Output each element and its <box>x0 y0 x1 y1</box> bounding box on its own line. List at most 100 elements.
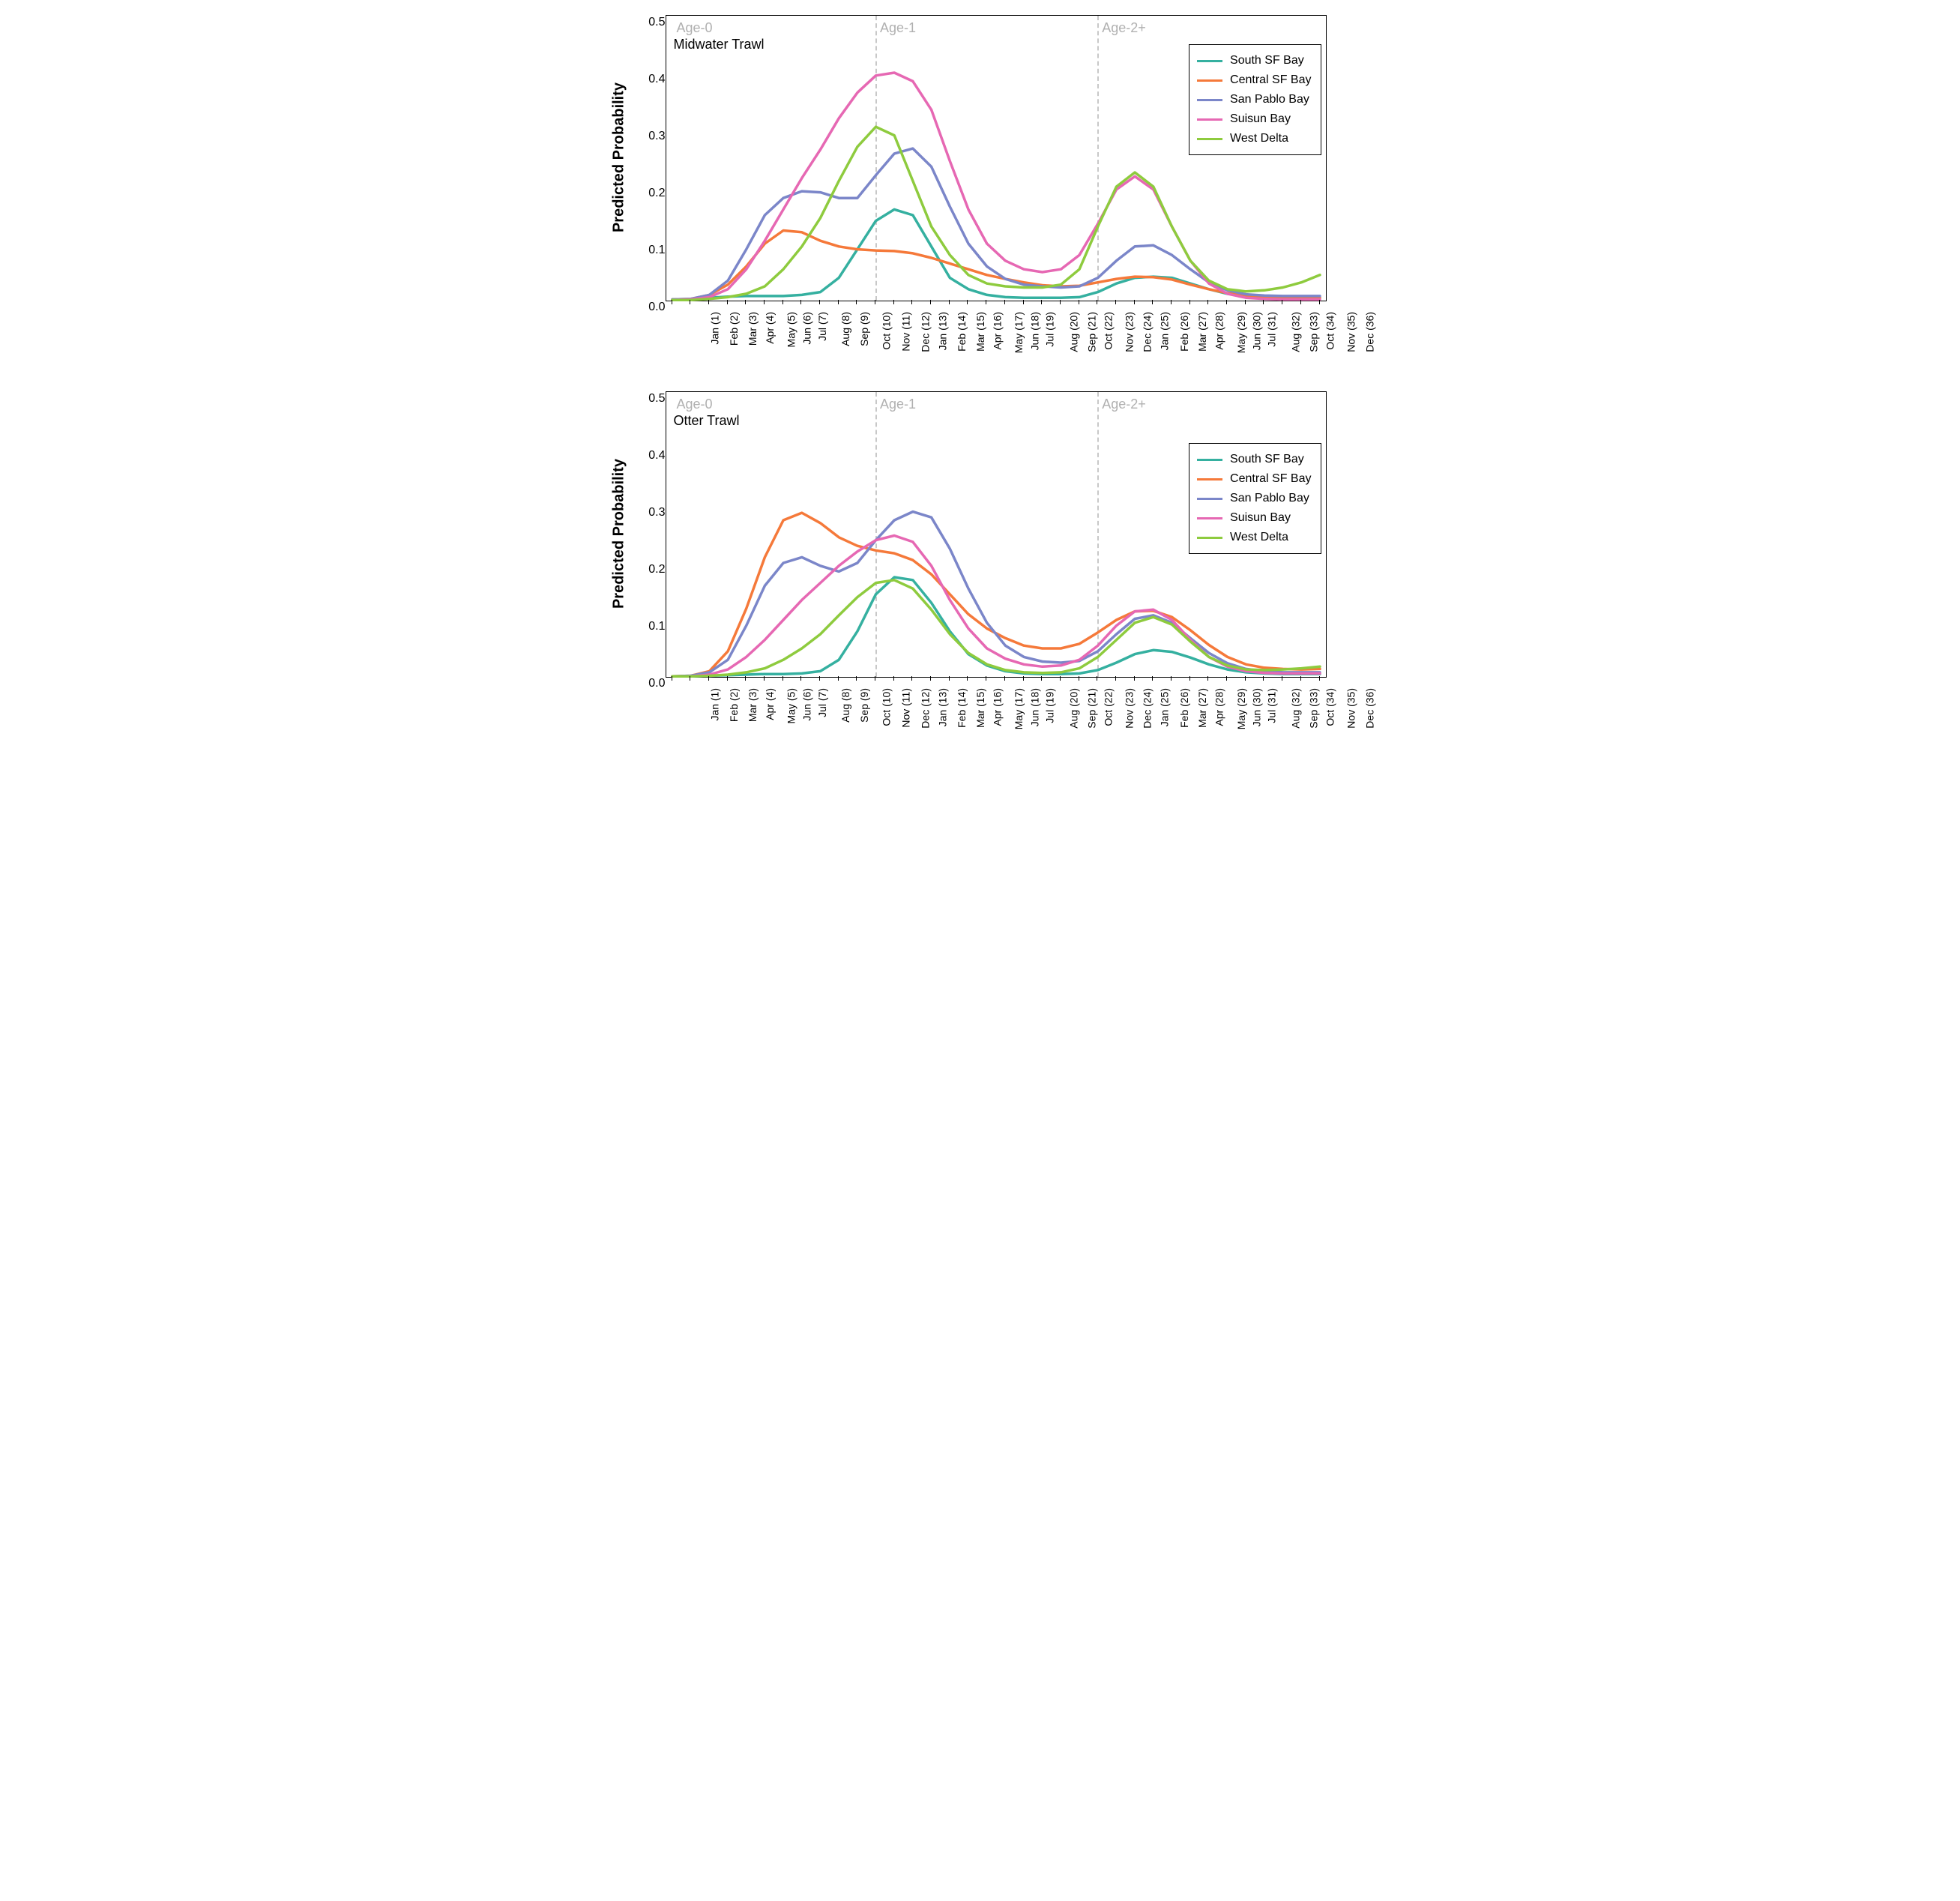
x-tick-label: Apr (16) <box>991 312 1003 350</box>
legend-label: West Delta <box>1230 531 1288 544</box>
x-tick-label: Nov (11) <box>900 688 912 728</box>
x-tick-label: Aug (32) <box>1289 312 1301 352</box>
x-tick-label: Feb (26) <box>1178 312 1190 352</box>
x-tick-label: Aug (20) <box>1067 312 1079 352</box>
x-tick-label: Jun (18) <box>1029 688 1041 726</box>
legend-swatch <box>1197 60 1222 62</box>
y-tick-label: 0.0 <box>636 301 666 314</box>
legend-swatch <box>1197 459 1222 461</box>
x-tick-label: Oct (22) <box>1102 312 1114 350</box>
legend-label: San Pablo Bay <box>1230 93 1309 106</box>
x-tick-label: Jun (18) <box>1029 312 1041 350</box>
x-tick-label: Sep (9) <box>858 688 870 723</box>
x-tick-label: Apr (4) <box>763 688 775 720</box>
x-tick-label: Jun (30) <box>1251 312 1263 350</box>
y-tick-label: 0.3 <box>636 506 666 519</box>
legend-swatch <box>1197 79 1222 82</box>
legend-item: South SF Bay <box>1197 51 1311 70</box>
x-tick-label: Mar (27) <box>1196 688 1208 728</box>
y-ticks: 0.00.10.20.30.40.5 <box>636 391 666 678</box>
legend-label: Suisun Bay <box>1230 112 1291 126</box>
x-tick-label: May (17) <box>1013 312 1025 353</box>
x-tick-label: Feb (2) <box>728 312 740 346</box>
legend-swatch <box>1197 138 1222 140</box>
x-tick-label: Sep (33) <box>1308 688 1320 729</box>
x-tick-label: Dec (12) <box>920 688 932 729</box>
x-tick-label: Oct (10) <box>880 312 892 350</box>
x-tick-label: Oct (34) <box>1324 312 1336 350</box>
x-tick-label: Jul (19) <box>1044 312 1056 347</box>
x-tick-label: Jul (19) <box>1044 688 1056 723</box>
x-tick-label: Mar (15) <box>974 312 986 352</box>
legend-item: San Pablo Bay <box>1197 489 1311 508</box>
x-tick-label: Jan (13) <box>936 312 948 350</box>
x-tick-label: Mar (27) <box>1196 312 1208 352</box>
plot-area: Age-0Age-1Age-2+Otter TrawlSouth SF BayC… <box>666 391 1327 678</box>
x-tick-label: Dec (36) <box>1363 312 1375 352</box>
x-tick-label: Dec (12) <box>920 312 932 352</box>
x-tick-label: Jan (1) <box>708 312 720 345</box>
legend-label: Central SF Bay <box>1230 73 1311 87</box>
x-tick-label: Feb (14) <box>956 312 968 352</box>
x-tick-label: Apr (16) <box>991 688 1003 726</box>
x-tick-label: Aug (20) <box>1067 688 1079 729</box>
x-tick-label: Feb (2) <box>728 688 740 722</box>
x-tick-label: Jul (7) <box>816 312 828 341</box>
x-tick-label: Mar (15) <box>974 688 986 728</box>
x-tick-label: May (29) <box>1235 312 1247 353</box>
legend-item: Central SF Bay <box>1197 70 1311 90</box>
x-tick-label: Aug (8) <box>839 688 851 723</box>
x-tick-label: Feb (26) <box>1178 688 1190 728</box>
x-tick-label: Dec (36) <box>1363 688 1375 729</box>
x-tick-label: Oct (10) <box>880 688 892 726</box>
legend-label: South SF Bay <box>1230 453 1304 466</box>
x-tick-label: Sep (21) <box>1086 688 1098 729</box>
y-tick-label: 0.5 <box>636 16 666 29</box>
x-tick-label: Jan (25) <box>1158 312 1170 350</box>
x-tick-label: Jan (1) <box>708 688 720 721</box>
legend: South SF Bay Central SF Bay San Pablo Bay S… <box>1189 443 1321 554</box>
x-tick-label: Mar (3) <box>747 312 759 346</box>
x-tick-label: Jan (25) <box>1158 688 1170 726</box>
x-tick-label: Sep (21) <box>1086 312 1098 352</box>
x-tick-label: May (29) <box>1235 688 1247 729</box>
x-tick-label: Oct (34) <box>1324 688 1336 726</box>
legend-item: San Pablo Bay <box>1197 90 1311 109</box>
y-axis-label: Predicted Probability <box>610 459 627 609</box>
x-tick-label: Jan (13) <box>936 688 948 726</box>
legend-label: San Pablo Bay <box>1230 492 1309 505</box>
y-tick-label: 0.5 <box>636 392 666 406</box>
x-tick-label: Nov (35) <box>1345 688 1357 729</box>
legend-item: Suisun Bay <box>1197 109 1311 129</box>
legend-label: Suisun Bay <box>1230 511 1291 525</box>
x-tick-label: May (5) <box>785 312 797 347</box>
legend-swatch <box>1197 537 1222 539</box>
legend-label: South SF Bay <box>1230 54 1304 67</box>
x-tick-label: Jun (30) <box>1251 688 1263 726</box>
y-tick-label: 0.2 <box>636 187 666 200</box>
x-tick-label: Jun (6) <box>801 312 813 345</box>
legend-label: Central SF Bay <box>1230 472 1311 486</box>
x-tick-label: Apr (28) <box>1213 688 1225 726</box>
y-ticks: 0.00.10.20.30.40.5 <box>636 15 666 301</box>
legend-item: South SF Bay <box>1197 450 1311 469</box>
x-tick-label: Apr (28) <box>1213 312 1225 350</box>
x-tick-label: Sep (33) <box>1308 312 1320 352</box>
x-tick-label: Apr (4) <box>763 312 775 344</box>
x-tick-label: Aug (8) <box>839 312 851 346</box>
x-tick-label: Aug (32) <box>1289 688 1301 729</box>
x-tick-label: Nov (23) <box>1123 688 1135 729</box>
legend: South SF Bay Central SF Bay San Pablo Bay S… <box>1189 44 1321 155</box>
x-tick-label: Nov (35) <box>1345 312 1357 352</box>
x-tick-label: Mar (3) <box>747 688 759 722</box>
legend-swatch <box>1197 517 1222 519</box>
x-tick-label: May (5) <box>785 688 797 723</box>
x-tick-label: Sep (9) <box>858 312 870 346</box>
y-tick-label: 0.0 <box>636 677 666 690</box>
y-tick-label: 0.1 <box>636 620 666 633</box>
y-tick-label: 0.4 <box>636 73 666 86</box>
x-tick-label: May (17) <box>1013 688 1025 729</box>
legend-item: West Delta <box>1197 528 1311 547</box>
legend-item: Central SF Bay <box>1197 469 1311 489</box>
legend-swatch <box>1197 478 1222 480</box>
